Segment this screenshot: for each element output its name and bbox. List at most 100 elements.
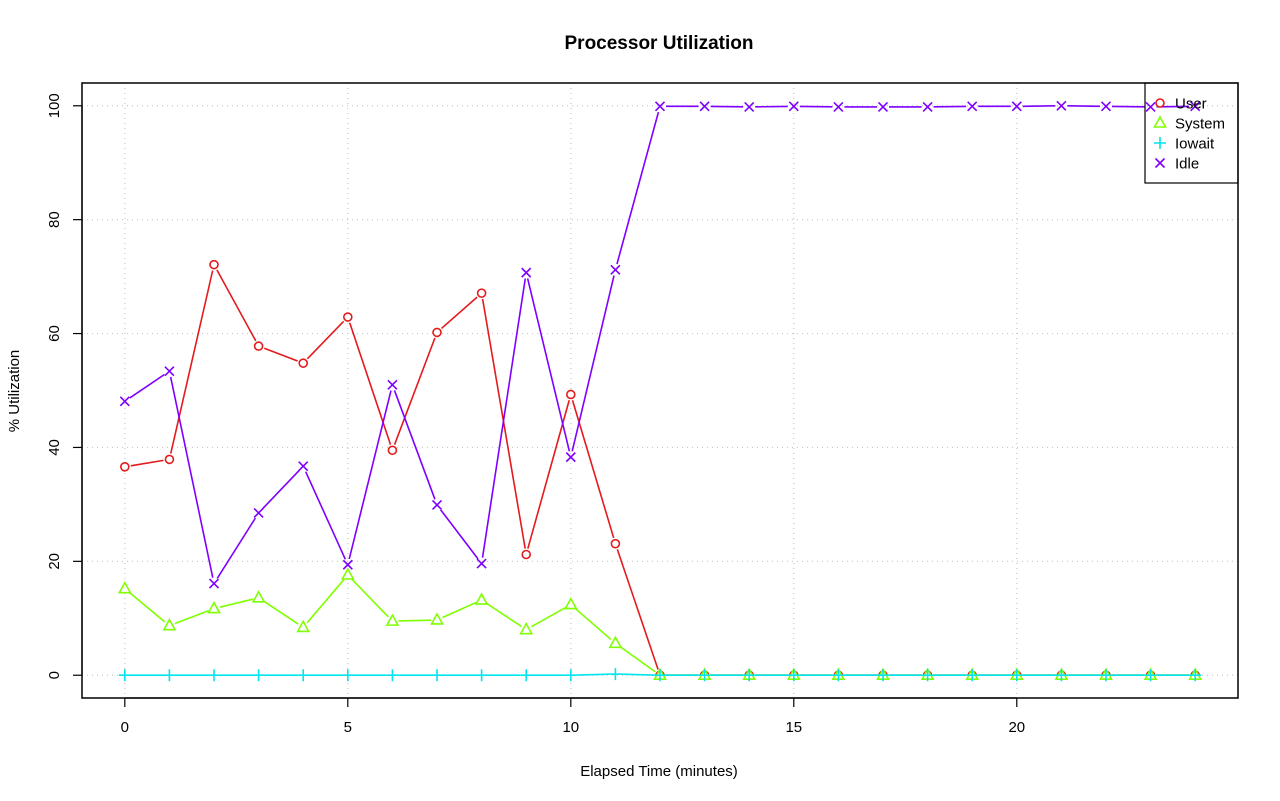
- x-tick-label: 10: [562, 719, 579, 736]
- series-system-point: [296, 619, 311, 633]
- series-user-point: [566, 389, 576, 400]
- series-idle-segment: [526, 278, 571, 452]
- series-user-point: [209, 259, 219, 270]
- series-user-segment: [306, 320, 345, 360]
- series-system-segment: [306, 579, 345, 624]
- series-system-point: [162, 618, 177, 631]
- axes: 0 5 10 15 20 0 20 40 60 80 100: [46, 93, 1025, 736]
- y-tick-label: 40: [46, 439, 63, 456]
- series-user-point: [164, 454, 175, 465]
- series-iowait-point: [1010, 669, 1023, 682]
- series-user-point: [120, 462, 130, 472]
- series-idle-segment: [348, 390, 392, 560]
- series-iowait-point: [1144, 669, 1157, 682]
- grid: [82, 83, 1238, 698]
- series-user-segment: [440, 296, 478, 330]
- legend-item-user: User: [1155, 96, 1207, 113]
- series-user-segment: [481, 298, 526, 549]
- series-idle-point: [654, 101, 666, 112]
- legend-marker-system: [1153, 115, 1167, 128]
- series-system-point: [608, 635, 623, 649]
- legend-label-iowait: Iowait: [1175, 136, 1215, 153]
- series-idle-point: [565, 452, 576, 463]
- series-iowait: [118, 668, 1202, 682]
- legend-item-system: System: [1153, 115, 1225, 133]
- chart-title: Processor Utilization: [565, 33, 754, 54]
- series-idle-point: [877, 101, 889, 112]
- x-axis-label: Elapsed Time (minutes): [580, 763, 738, 780]
- series-iowait-point: [1099, 669, 1112, 682]
- legend-box: [1144, 82, 1239, 184]
- series-iowait-point: [386, 669, 399, 682]
- series-iowait-point: [297, 669, 310, 682]
- series-system-point: [430, 612, 444, 625]
- series-system-segment: [219, 598, 253, 608]
- series-idle-segment: [481, 278, 527, 558]
- series-idle-point: [922, 101, 933, 112]
- legend-label-user: User: [1175, 96, 1207, 113]
- series-system-segment: [398, 619, 432, 622]
- y-tick-label: 100: [46, 93, 63, 118]
- series-idle-point: [298, 461, 309, 472]
- series-idle-point: [208, 578, 220, 589]
- series-system-point: [519, 622, 534, 635]
- series-user-point: [298, 358, 309, 368]
- series-idle-segment: [129, 373, 165, 399]
- series-iowait-point: [876, 669, 889, 682]
- x-tick-label: 15: [785, 719, 802, 736]
- series-idle-point: [1011, 101, 1022, 112]
- series-user-segment: [616, 549, 659, 670]
- series-idle-segment: [262, 470, 300, 510]
- series-idle-point: [967, 101, 978, 112]
- series-idle-point: [610, 264, 621, 275]
- series-idle-point: [431, 499, 443, 511]
- legend-marker-iowait: [1154, 137, 1166, 149]
- series-iowait-point: [520, 669, 533, 682]
- series-system-segment: [486, 602, 522, 628]
- series-iowait-segment: [576, 673, 610, 676]
- series-iowait-point: [921, 669, 934, 682]
- series-iowait-point: [208, 669, 221, 682]
- x-tick-label: 20: [1008, 719, 1025, 736]
- series-idle-segment: [571, 275, 615, 452]
- series-idle-point: [833, 101, 844, 112]
- series-iowait-point: [1055, 669, 1068, 682]
- legend-marker-user: [1155, 98, 1165, 108]
- series-iowait-point: [609, 668, 622, 681]
- series-idle-point: [1100, 101, 1112, 112]
- series-system-segment: [442, 601, 477, 619]
- series-idle-point: [1145, 101, 1156, 112]
- legend: User System Iowait Idle: [1144, 82, 1239, 184]
- series-user-point: [610, 538, 621, 549]
- series-layer: [117, 100, 1203, 682]
- series-system-segment: [619, 646, 656, 673]
- legend-item-iowait: Iowait: [1154, 136, 1215, 153]
- x-tick-label: 0: [121, 719, 129, 736]
- legend-item-idle: Idle: [1154, 156, 1199, 173]
- series-system-segment: [574, 607, 612, 641]
- series-user-segment: [263, 347, 298, 362]
- series-iowait-point: [698, 669, 711, 682]
- series-user-point: [432, 327, 442, 338]
- series-idle-segment: [393, 390, 436, 500]
- series-system-point: [563, 596, 578, 610]
- series-user-point: [521, 549, 532, 560]
- series-idle-point: [253, 507, 264, 518]
- series-user-segment: [348, 322, 392, 445]
- series-idle-segment: [440, 509, 479, 560]
- series-user-point: [253, 341, 264, 351]
- series-user-segment: [393, 337, 436, 445]
- series-system-segment: [351, 578, 389, 618]
- series-iowait-point: [1189, 669, 1202, 682]
- series-user-segment: [169, 270, 214, 454]
- series-system-point: [385, 613, 400, 626]
- series-idle-point: [1056, 100, 1067, 111]
- series-iowait-point: [431, 669, 444, 682]
- series-system-segment: [531, 606, 566, 628]
- x-tick-label: 5: [344, 719, 352, 736]
- series-system-point: [474, 592, 489, 605]
- series-iowait-point: [743, 669, 756, 682]
- series-idle-point: [342, 559, 353, 570]
- legend-label-idle: Idle: [1175, 156, 1199, 173]
